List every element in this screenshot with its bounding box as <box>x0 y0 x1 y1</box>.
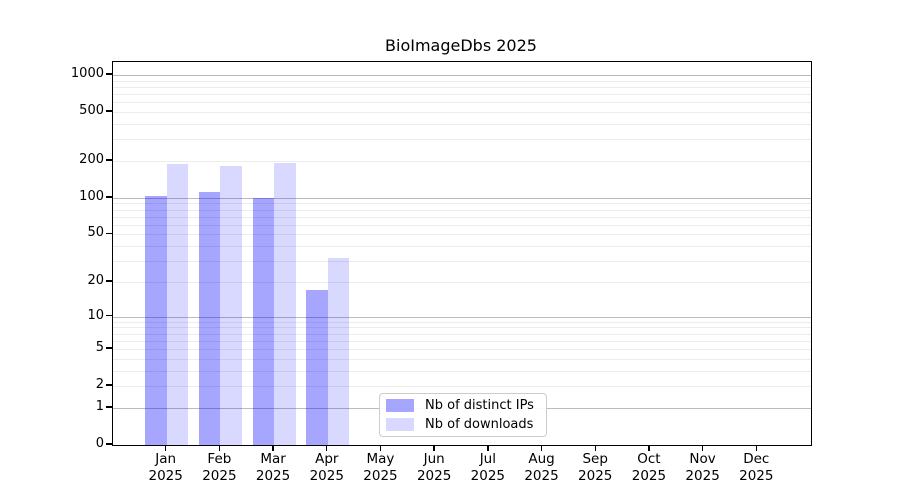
bar-downloads <box>220 165 242 445</box>
bar-downloads <box>327 257 350 445</box>
y-tick-label: 10 <box>87 307 104 323</box>
gridline-minor <box>113 94 811 96</box>
x-tick <box>433 445 435 451</box>
bar-distinct-ips <box>252 197 275 445</box>
x-tick <box>755 445 757 451</box>
x-tick <box>379 445 382 451</box>
y-tick <box>105 443 112 445</box>
gridline-major <box>113 316 811 318</box>
gridline-minor <box>113 224 811 226</box>
legend: Nb of distinct IPs Nb of downloads <box>379 393 547 437</box>
gridline-minor <box>113 321 811 323</box>
bar-distinct-ips <box>145 195 167 445</box>
gridline-minor <box>113 112 811 114</box>
gridline-minor <box>113 246 811 248</box>
x-tick-label: Apr 2025 <box>309 451 344 484</box>
chart-title: BioImageDbs 2025 <box>385 36 537 55</box>
y-tick <box>105 159 112 161</box>
x-tick-label: Dec 2025 <box>739 451 774 484</box>
y-tick <box>105 314 112 317</box>
gridline-minor <box>113 86 811 88</box>
x-tick <box>218 445 221 451</box>
gridline-minor <box>113 349 811 351</box>
gridline-minor <box>113 160 811 162</box>
y-tick <box>105 347 112 349</box>
gridline-minor <box>113 333 811 335</box>
x-tick <box>326 445 328 451</box>
y-tick <box>105 280 112 282</box>
y-tick <box>105 406 112 408</box>
y-tick-label: 50 <box>87 225 104 241</box>
y-tick <box>105 73 112 75</box>
bar-downloads <box>274 162 296 445</box>
x-tick-label: Mar 2025 <box>255 451 291 484</box>
y-tick <box>105 196 112 198</box>
bar-distinct-ips <box>306 290 328 445</box>
x-tick <box>594 445 596 451</box>
y-tick-label: 200 <box>79 151 104 167</box>
y-tick-label: 1000 <box>70 65 104 81</box>
legend-swatch-downloads <box>386 418 414 431</box>
gridline-minor <box>113 261 811 263</box>
gridline-minor <box>113 203 811 205</box>
legend-item-downloads: Nb of downloads <box>386 417 538 432</box>
y-tick-label: 1 <box>95 398 104 414</box>
gridline-minor <box>113 80 811 82</box>
gridline-minor <box>113 209 811 211</box>
y-tick <box>105 384 112 386</box>
legend-item-distinct-ips: Nb of distinct IPs <box>386 398 538 413</box>
x-tick-label: May 2025 <box>363 451 398 484</box>
y-tick-label: 500 <box>79 103 104 119</box>
x-tick-label: Feb 2025 <box>202 451 237 484</box>
x-tick-label: Oct 2025 <box>631 451 667 484</box>
y-tick-label: 100 <box>79 188 104 204</box>
x-tick <box>648 445 650 451</box>
gridline-minor <box>113 139 811 141</box>
plot-area <box>112 61 812 446</box>
legend-swatch-distinct-ips <box>386 399 414 412</box>
gridline-minor <box>113 281 811 283</box>
gridline-minor <box>113 123 811 125</box>
x-tick-label: Sep 2025 <box>578 451 613 484</box>
x-tick <box>540 445 543 451</box>
y-tick <box>105 232 112 235</box>
y-tick-label: 20 <box>87 272 104 288</box>
gridline-minor <box>113 234 811 236</box>
gridline-minor <box>113 102 811 104</box>
y-tick-label: 5 <box>95 340 104 356</box>
x-tick <box>701 445 704 451</box>
gridline-minor <box>113 370 811 372</box>
gridline-minor <box>113 340 811 342</box>
x-tick-label: Jul 2025 <box>470 451 506 484</box>
legend-label: Nb of downloads <box>425 417 534 432</box>
y-tick-label: 0 <box>95 436 104 451</box>
gridline-minor <box>113 358 811 360</box>
x-tick-label: Jan 2025 <box>148 451 183 484</box>
legend-label: Nb of distinct IPs <box>425 398 534 413</box>
x-tick-label: Aug 2025 <box>524 451 559 484</box>
x-tick-label: Nov 2025 <box>685 451 720 484</box>
gridline-major <box>113 74 811 76</box>
x-tick <box>487 445 489 451</box>
y-tick <box>105 110 112 112</box>
gridline-major <box>113 197 811 199</box>
x-tick <box>272 445 274 451</box>
bar-distinct-ips <box>198 191 221 445</box>
y-tick-label: 2 <box>95 377 104 393</box>
bar-downloads <box>166 163 189 445</box>
x-tick-label: Jun 2025 <box>416 451 452 484</box>
x-tick <box>164 445 167 451</box>
gridline-minor <box>113 327 811 329</box>
gridline-minor <box>113 386 811 388</box>
gridline-minor <box>113 216 811 218</box>
